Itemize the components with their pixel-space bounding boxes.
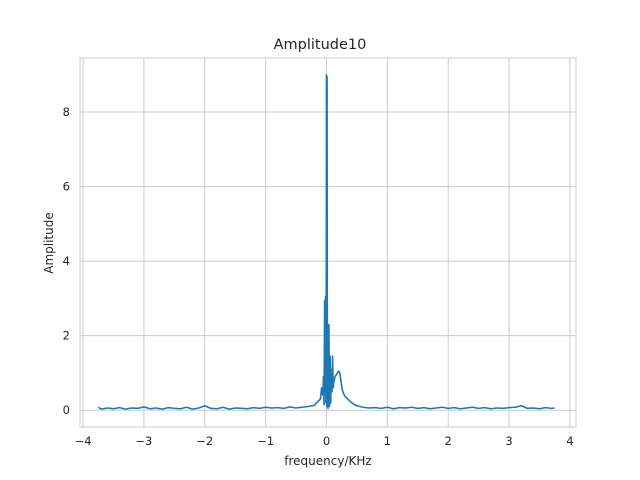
y-axis-ticks: 0 2 4 6 8: [63, 105, 70, 417]
x-tick-label: −3: [135, 434, 152, 448]
plot-area: [79, 57, 577, 428]
x-tick-label: 1: [384, 434, 391, 448]
x-tick-label: 4: [566, 434, 573, 448]
x-tick-label: −1: [257, 434, 274, 448]
x-axis-ticks: −4 −3 −2 −1 0 1 2 3 4: [75, 434, 574, 448]
y-tick-label: 0: [63, 403, 70, 417]
x-axis-label: frequency/KHz: [284, 454, 371, 468]
x-tick-label: 2: [445, 434, 452, 448]
series-line: [97, 73, 555, 410]
chart-title: Amplitude10: [274, 37, 367, 53]
y-tick-label: 8: [63, 105, 70, 119]
y-axis-label: Amplitude: [42, 212, 56, 274]
x-tick-label: −4: [75, 434, 92, 448]
y-tick-label: 6: [63, 180, 70, 194]
x-tick-label: 3: [505, 434, 512, 448]
x-tick-label: −2: [196, 434, 213, 448]
y-tick-label: 4: [63, 254, 70, 268]
y-tick-label: 2: [63, 329, 70, 343]
x-tick-label: 0: [323, 434, 330, 448]
